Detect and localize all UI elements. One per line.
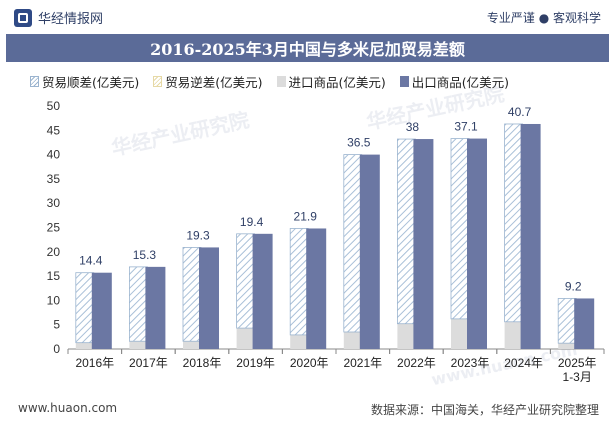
legend-item-import: 进口商品(亿美元) — [276, 72, 386, 91]
y-tick-label: 10 — [47, 293, 61, 307]
import-bar — [558, 343, 577, 349]
surplus-bar — [289, 228, 309, 336]
surplus-data-label: 36.5 — [347, 136, 371, 150]
surplus-bar — [396, 138, 416, 325]
bars — [75, 123, 595, 350]
import-bar — [504, 321, 523, 349]
export-bar — [574, 298, 595, 349]
legend-label-import: 进口商品(亿美元) — [288, 75, 386, 90]
export-bar — [520, 123, 541, 350]
surplus-data-label: 19.4 — [240, 215, 264, 229]
surplus-bar — [343, 154, 363, 333]
top-bar: 华经情报网 专业严谨 ● 客观科学 — [0, 0, 615, 34]
export-bar — [467, 138, 487, 349]
brand-tags: 专业严谨 ● 客观科学 — [486, 11, 601, 25]
import-bar — [183, 341, 201, 349]
x-tick-label: 2023年 — [451, 356, 490, 370]
x-tick-label: 2016年 — [75, 356, 114, 370]
x-tick-label: 2020年 — [290, 356, 329, 370]
export-bar — [413, 139, 434, 349]
import-bar — [129, 341, 148, 349]
chart-title: 2016-2025年3月中国与多米尼加贸易差额 — [6, 34, 609, 62]
y-tick-label: 5 — [53, 318, 60, 332]
y-tick-label: 20 — [47, 245, 61, 259]
export-bar — [91, 272, 112, 349]
x-tick-label: 2022年 — [397, 356, 436, 370]
legend-label-deficit: 贸易逆差(亿美元) — [165, 75, 263, 90]
legend-label-surplus: 贸易顺差(亿美元) — [42, 75, 140, 90]
data-labels: 14.4 15.3 19.3 19.4 21.9 36.5 38 37.1 40.7 9.2 — [79, 105, 582, 293]
legend-swatch-surplus — [30, 76, 39, 87]
x-tick-label: 2024年 — [504, 356, 543, 370]
y-tick-label: 15 — [47, 269, 61, 283]
x-tick-label: 2017年 — [129, 356, 168, 370]
legend-swatch-import — [276, 76, 286, 87]
export-bar — [306, 228, 327, 349]
x-tick-label: 2019年 — [236, 356, 275, 370]
surplus-bar — [450, 138, 470, 320]
export-bar — [359, 154, 380, 349]
import-bar — [343, 331, 362, 349]
legend: 贸易顺差(亿美元) 贸易逆差(亿美元) 进口商品(亿美元) 出口商品(亿美元) — [30, 72, 590, 91]
legend-item-deficit: 贸易逆差(亿美元) — [153, 72, 263, 91]
surplus-data-label: 14.4 — [79, 254, 103, 268]
axes: 0 5 10 15 20 25 30 35 40 45 50 2016年 2017年 2018年 2019年… — [47, 99, 605, 384]
brand-logo-icon — [14, 8, 32, 27]
import-bar — [397, 323, 416, 349]
surplus-data-label: 38 — [406, 120, 420, 134]
y-tick-label: 30 — [47, 196, 61, 210]
y-tick-label: 25 — [47, 221, 61, 235]
legend-swatch-deficit — [153, 76, 163, 87]
surplus-data-label: 21.9 — [294, 209, 318, 223]
y-tick-label: 35 — [47, 172, 61, 186]
export-bar — [145, 266, 166, 349]
surplus-data-label: 15.3 — [133, 248, 157, 262]
legend-swatch-export — [399, 76, 409, 87]
surplus-data-label: 37.1 — [454, 120, 478, 134]
legend-item-surplus: 贸易顺差(亿美元) — [30, 72, 139, 91]
surplus-data-label: 9.2 — [565, 279, 582, 293]
footer-url: www.huaon.com — [18, 401, 118, 415]
legend-item-export: 出口商品(亿美元) — [399, 72, 510, 91]
x-tick-label: 2018年 — [183, 356, 222, 370]
footer-source: 数据来源：中国海关，华经产业研究院整理 — [370, 403, 599, 417]
footer: www.huaon.com 数据来源：中国海关，华经产业研究院整理 — [0, 393, 615, 427]
surplus-data-label: 19.3 — [186, 228, 210, 242]
surplus-bar — [128, 266, 148, 342]
import-bar — [451, 318, 469, 349]
export-bar — [199, 247, 219, 349]
x-tick-label: 2025年 — [558, 356, 597, 370]
x-tick-label: 1-3月 — [563, 370, 592, 384]
y-tick-label: 50 — [47, 99, 61, 113]
brand-name: 华经情报网 — [38, 12, 104, 27]
legend-label-export: 出口商品(亿美元) — [411, 75, 510, 90]
import-bar — [75, 342, 94, 349]
import-bar — [290, 334, 309, 349]
y-tick-label: 0 — [53, 342, 60, 356]
surplus-bar — [557, 298, 577, 344]
export-bar — [252, 233, 273, 349]
y-tick-label: 40 — [47, 148, 61, 162]
surplus-bar — [236, 233, 256, 329]
brand: 华经情报网 — [14, 8, 103, 27]
import-bar — [236, 328, 255, 349]
surplus-bar — [504, 123, 524, 323]
surplus-bar — [182, 247, 202, 342]
surplus-data-label: 40.7 — [508, 105, 532, 119]
x-tick-label: 2021年 — [343, 356, 382, 370]
y-tick-label: 45 — [47, 123, 61, 137]
surplus-bar — [75, 272, 95, 344]
